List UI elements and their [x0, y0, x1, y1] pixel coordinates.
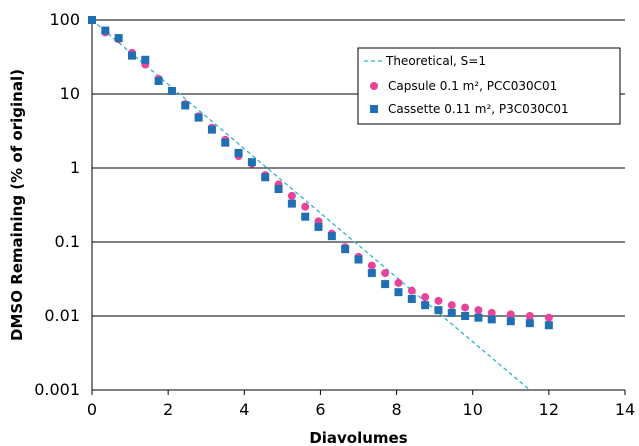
cassette-point	[101, 26, 110, 35]
x-tick-label: 10	[463, 400, 483, 419]
legend-swatch-cassette	[370, 105, 378, 113]
cassette-point	[127, 51, 136, 60]
capsule-point	[421, 293, 430, 302]
cassette-point	[461, 312, 470, 320]
cassette-point	[301, 212, 310, 221]
cassette-point	[407, 294, 416, 303]
legend: Theoretical, S=1 Capsule 0.1 m², PCC030C…	[357, 47, 621, 125]
capsule-point	[407, 286, 416, 295]
y-tick-label: 1	[70, 158, 80, 177]
cassette-point	[247, 158, 256, 167]
capsule-point	[394, 278, 403, 287]
capsule-point	[287, 191, 296, 200]
capsule-point	[301, 202, 310, 211]
x-tick-label: 14	[615, 400, 635, 419]
cassette-point	[487, 315, 496, 324]
cassette-point	[506, 317, 515, 326]
capsule-point	[381, 269, 390, 278]
x-tick-label: 6	[315, 400, 325, 419]
legend-swatch-capsule	[370, 82, 378, 90]
cassette-point	[88, 16, 96, 24]
cassette-point	[314, 222, 323, 231]
cassette-point	[421, 301, 430, 310]
y-tick-label: 100	[49, 10, 80, 29]
legend-label-cassette: Cassette 0.11 m², P3C030C01	[388, 102, 569, 116]
tick-labels: 0.001 0.01 0.1 1 10 100 0 2 4 6 8 10 12 14	[34, 10, 635, 419]
x-tick-label: 2	[163, 400, 173, 419]
legend-box	[357, 47, 621, 125]
y-tick-label: 10	[60, 84, 80, 103]
cassette-point	[207, 125, 216, 134]
cassette-point	[114, 34, 123, 43]
y-axis-title: DMSO Remaining (% of original)	[8, 69, 26, 341]
x-axis-title: Diavolumes	[309, 429, 407, 446]
capsule-point	[506, 310, 515, 319]
series	[88, 16, 553, 391]
theoretical-line	[91, 19, 531, 391]
capsule-point	[367, 261, 376, 270]
cassette-point	[274, 185, 283, 194]
capsule-point	[434, 296, 443, 305]
y-tick-label: 0.001	[34, 380, 80, 399]
cassette-point	[181, 101, 190, 110]
capsule-point	[461, 303, 470, 312]
legend-label-theoretical: Theoretical, S=1	[385, 54, 486, 68]
capsule-point	[544, 313, 553, 322]
cassette-point	[287, 199, 296, 208]
cassette-point	[447, 308, 456, 317]
cassette-point	[525, 319, 534, 328]
x-tick-label: 0	[87, 400, 97, 419]
cassette-point	[394, 288, 403, 297]
cassette-point	[154, 76, 163, 85]
cassette-point	[544, 321, 553, 330]
cassette-point	[367, 269, 376, 278]
cassette-point	[474, 313, 483, 322]
cassette-point	[434, 306, 443, 315]
cassette-point	[327, 232, 336, 241]
cassette-point	[167, 86, 176, 95]
y-tick-label: 0.1	[55, 232, 80, 251]
cassette-point	[141, 55, 150, 64]
capsule-point	[487, 308, 496, 317]
y-tick-label: 0.01	[44, 306, 80, 325]
x-tick-label: 8	[391, 400, 401, 419]
cassette-point	[341, 245, 350, 254]
cassette-point	[381, 280, 390, 289]
capsule-point	[447, 301, 456, 310]
cassette-point	[221, 138, 230, 147]
legend-label-capsule: Capsule 0.1 m², PCC030C01	[388, 79, 557, 93]
cassette-point	[194, 113, 203, 122]
cassette-point	[234, 148, 243, 157]
cassette-point	[261, 173, 270, 182]
capsule-point	[474, 306, 483, 315]
cassette-point	[354, 255, 363, 264]
axes	[91, 20, 626, 395]
capsule-point	[525, 312, 534, 320]
x-tick-label: 12	[539, 400, 559, 419]
x-tick-label: 4	[239, 400, 249, 419]
